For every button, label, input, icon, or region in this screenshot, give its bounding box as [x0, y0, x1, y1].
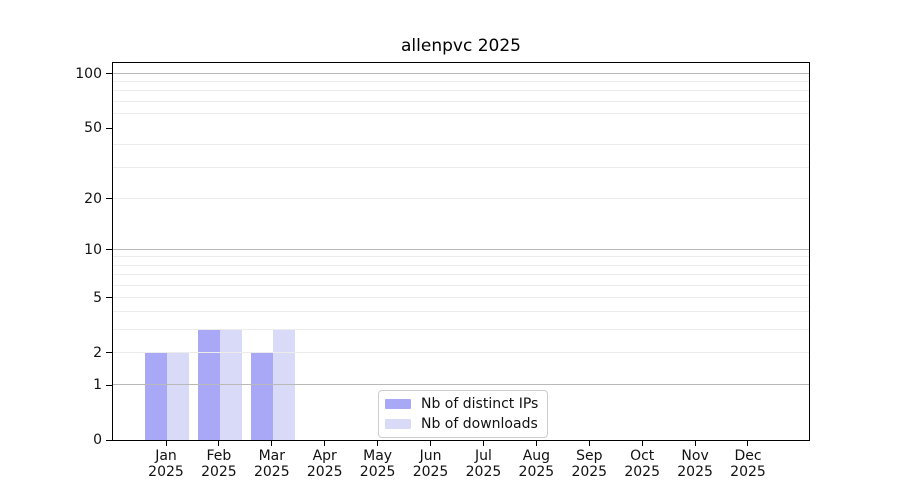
xtick-label-jun: Jun 2025 — [399, 448, 463, 480]
xtick-label-month: Jul — [475, 448, 492, 464]
xtick-mark-jul — [482, 441, 484, 446]
xtick-label-month: Aug — [522, 448, 551, 464]
xtick-label-year: 2025 — [624, 464, 660, 480]
xtick-mark-mar — [271, 441, 273, 446]
legend: Nb of distinct IPs Nb of downloads — [378, 390, 549, 438]
xtick-label-year: 2025 — [306, 464, 343, 480]
gridline-y-70 — [113, 100, 809, 102]
gridline-y-9 — [113, 256, 809, 258]
xtick-label-jul: Jul 2025 — [451, 448, 515, 480]
legend-label-downloads: Nb of downloads — [421, 416, 538, 432]
bar-downloads-jan-2025 — [167, 352, 189, 440]
xtick-label-oct: Oct 2025 — [610, 448, 674, 480]
xtick-mark-nov — [694, 441, 696, 446]
xtick-label-year: 2025 — [677, 464, 713, 480]
gridline-y-10 — [113, 248, 809, 250]
xtick-label-aug: Aug 2025 — [504, 448, 568, 480]
ytick-label-100: 100 — [75, 65, 102, 82]
ytick-mark-0 — [106, 439, 112, 441]
ytick-mark-20 — [106, 198, 112, 200]
gridline-y-6 — [113, 284, 809, 286]
xtick-label-nov: Nov 2025 — [663, 448, 727, 480]
chart-title: allenpvc 2025 — [401, 36, 521, 56]
bar-ips-jan-2025 — [145, 352, 167, 440]
gridline-y-1 — [113, 384, 809, 386]
distinct-ips-swatch-icon — [385, 399, 411, 409]
xtick-label-jan: Jan 2025 — [134, 448, 198, 480]
xtick-label-dec: Dec 2025 — [716, 448, 780, 480]
xtick-label-year: 2025 — [148, 464, 184, 480]
bar-ips-feb-2025 — [197, 330, 220, 440]
gridline-y-7 — [113, 274, 809, 276]
downloads-swatch-icon — [385, 419, 411, 429]
gridline-y-100 — [113, 72, 809, 74]
bar-downloads-mar-2025 — [272, 330, 295, 440]
xtick-label-month: Dec — [734, 448, 762, 464]
gridline-y-80 — [113, 90, 809, 92]
legend-row-downloads: Nb of downloads — [385, 416, 538, 432]
gridline-y-90 — [113, 81, 809, 83]
xtick-label-year: 2025 — [518, 464, 555, 480]
gridline-y-20 — [113, 197, 809, 199]
xtick-mark-sep — [588, 441, 590, 446]
xtick-label-month: May — [363, 448, 393, 464]
xtick-label-year: 2025 — [253, 464, 290, 480]
xtick-label-apr: Apr 2025 — [293, 448, 357, 480]
ytick-mark-2 — [106, 352, 112, 354]
xtick-label-year: 2025 — [359, 464, 396, 480]
xtick-label-year: 2025 — [571, 464, 608, 480]
legend-row-distinct-ips: Nb of distinct IPs — [385, 396, 538, 412]
ytick-mark-100 — [106, 73, 112, 75]
xtick-label-year: 2025 — [730, 464, 766, 480]
xtick-label-year: 2025 — [412, 464, 449, 480]
xtick-label-month: Mar — [258, 448, 286, 464]
ytick-label-1: 1 — [93, 377, 102, 394]
ytick-label-50: 50 — [84, 120, 102, 137]
gridline-y-40 — [113, 144, 809, 146]
xtick-label-month: Jan — [155, 448, 177, 464]
xtick-mark-jun — [430, 441, 432, 446]
bar-downloads-feb-2025 — [219, 330, 242, 440]
gridline-y-60 — [113, 112, 809, 114]
gridline-y-8 — [113, 264, 809, 266]
xtick-mark-oct — [641, 441, 643, 446]
bar-ips-mar-2025 — [250, 352, 273, 440]
xtick-label-month: Apr — [312, 448, 337, 464]
xtick-label-sep: Sep 2025 — [557, 448, 621, 480]
ytick-label-20: 20 — [84, 190, 102, 207]
legend-label-distinct-ips: Nb of distinct IPs — [421, 396, 539, 412]
xtick-mark-jan — [165, 441, 167, 446]
ytick-mark-50 — [106, 127, 112, 129]
xtick-mark-apr — [324, 441, 326, 446]
xtick-label-month: Sep — [576, 448, 603, 464]
xtick-label-month: Nov — [681, 448, 709, 464]
gridline-y-5 — [113, 296, 809, 298]
xtick-mark-dec — [747, 441, 749, 446]
xtick-mark-may — [377, 441, 379, 446]
ytick-label-5: 5 — [93, 289, 102, 306]
xtick-label-mar: Mar 2025 — [240, 448, 304, 480]
xtick-label-feb: Feb 2025 — [187, 448, 251, 480]
gridline-y-4 — [113, 311, 809, 313]
xtick-label-month: Jun — [419, 448, 442, 464]
xtick-label-year: 2025 — [465, 464, 502, 480]
xtick-label-may: May 2025 — [346, 448, 410, 480]
ytick-label-0: 0 — [93, 432, 102, 448]
ytick-mark-1 — [106, 384, 112, 386]
xtick-mark-feb — [218, 441, 220, 446]
xtick-mark-aug — [535, 441, 537, 446]
gridline-y-30 — [113, 166, 809, 168]
plot-area — [112, 62, 810, 441]
xtick-label-month: Feb — [206, 448, 232, 464]
ytick-mark-10 — [106, 249, 112, 251]
xtick-label-year: 2025 — [201, 464, 237, 480]
xtick-label-month: Oct — [630, 448, 655, 464]
ytick-label-10: 10 — [84, 241, 102, 258]
gridline-y-2 — [113, 351, 809, 353]
ytick-mark-5 — [106, 297, 112, 299]
gridline-y-3 — [113, 329, 809, 331]
ytick-label-2: 2 — [93, 344, 102, 361]
